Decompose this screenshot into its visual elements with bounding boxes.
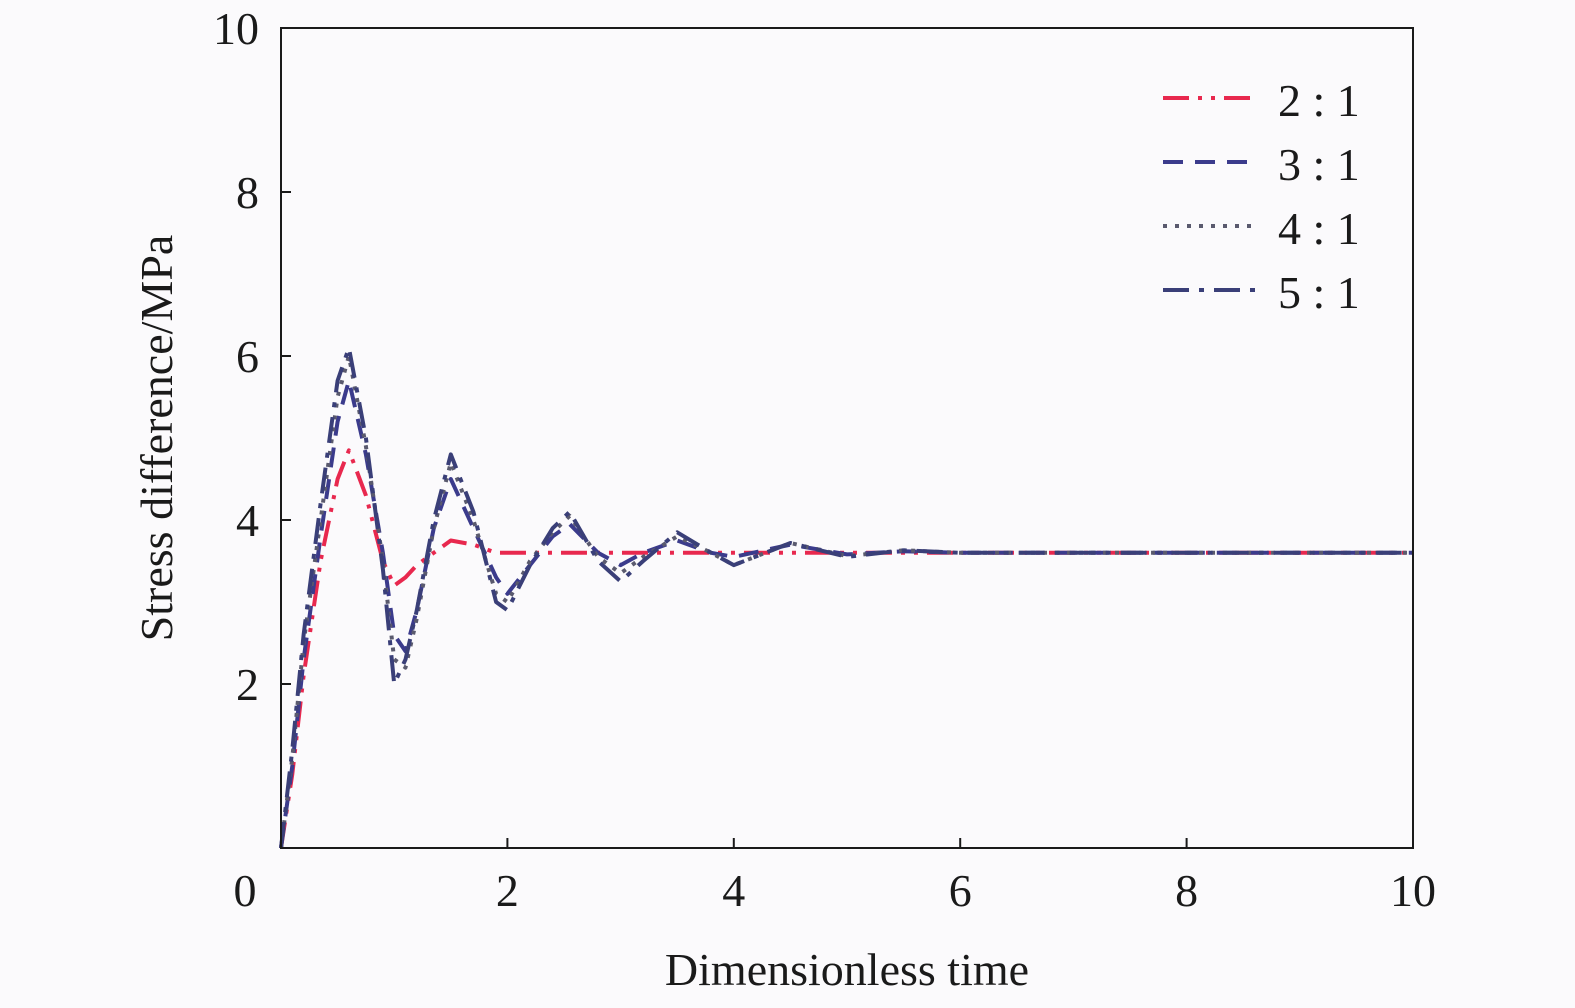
series-line-4 [279,345,1413,849]
x-tick-label: 2 [496,865,519,916]
y-axis-title: Stress difference/MPa [131,235,182,642]
series-layer [279,345,1413,849]
legend-label-4: 5 : 1 [1278,267,1360,318]
y-tick-label: 6 [236,331,259,382]
plot-frame [280,27,1414,849]
legend: 2 : 1 3 : 1 4 : 1 5 : 1 [1163,75,1360,318]
y-tick-label: 10 [213,3,259,54]
x-axis-title: Dimensionless time [665,944,1029,995]
y-tick-label: 8 [236,167,259,218]
y-tick-label: 4 [236,495,259,546]
x-axis: 0 2 4 6 8 10 [234,838,1436,916]
x-tick-label: 10 [1390,865,1436,916]
x-tick-label: 0 [234,865,257,916]
y-tick-label: 2 [236,659,259,710]
legend-label-1: 2 : 1 [1278,75,1360,126]
x-tick-label: 4 [722,865,745,916]
x-tick-label: 6 [949,865,972,916]
x-tick-label: 8 [1175,865,1198,916]
legend-label-2: 3 : 1 [1278,139,1360,190]
legend-label-3: 4 : 1 [1278,203,1360,254]
y-axis: 2 4 6 8 10 [213,3,291,710]
